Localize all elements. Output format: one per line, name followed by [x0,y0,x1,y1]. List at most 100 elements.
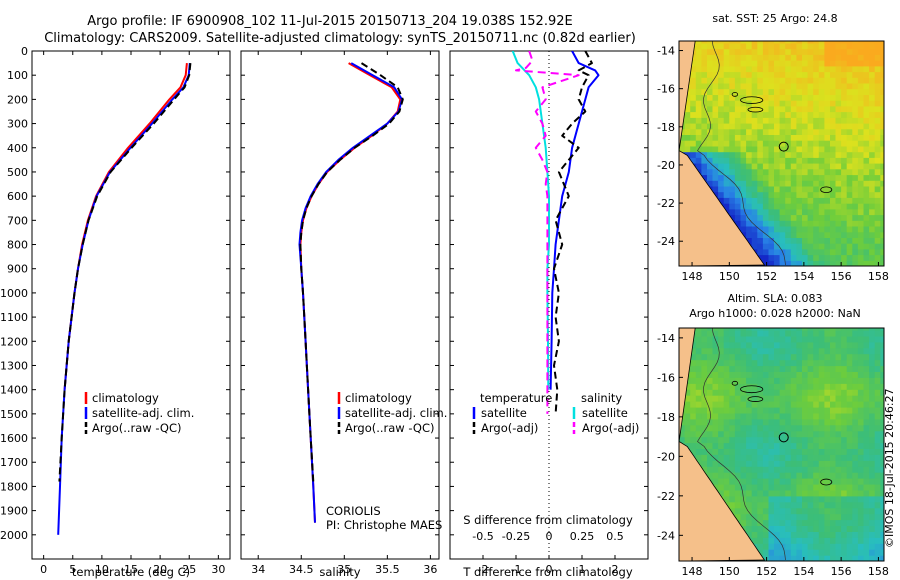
heatmap-cell [824,412,831,420]
heatmap-cell [852,454,859,461]
heatmap-cell [874,145,881,153]
heatmap-cell [734,330,742,337]
heatmap-cell [796,330,803,337]
heatmap-cell [830,407,837,414]
heatmap-cell [818,330,825,337]
heatmap-cell [790,418,797,426]
heatmap-cell [740,347,747,355]
heatmap-cell [757,537,764,544]
heatmap-cell [690,401,697,408]
heatmap-cell [818,248,825,256]
x-tick-label: 25 [182,563,196,576]
heatmap-cell [785,174,792,181]
heatmap-cell [852,330,859,337]
heatmap-cell [785,371,792,378]
heatmap-cell [757,330,764,337]
heatmap-cell [818,88,825,95]
heatmap-cell [779,48,786,55]
heatmap-cell [762,531,770,538]
lat-tick-label: -20 [657,450,675,463]
heatmap-cell [701,117,708,124]
lat-tick-label: -20 [657,159,675,172]
heatmap-cell [746,54,753,61]
heatmap-cell [768,478,775,485]
heatmap-cell [774,448,781,455]
sst-map-axes: 148 150 152 154 156 158-14-16-18-20-22-24 [657,45,889,283]
heatmap-cell [869,531,876,538]
heatmap-cell [841,151,848,158]
heatmap-cell [768,185,775,193]
heatmap-cell [695,117,702,124]
heatmap-cell [790,412,797,420]
heatmap-cell [729,328,736,331]
heatmap-cell [746,407,753,414]
heatmap-cell [796,208,803,216]
depth-tick-label: 0 [21,45,28,58]
heatmap-cell [734,454,742,461]
heatmap-cell [779,549,786,556]
heatmap-cell [740,123,747,130]
heatmap-cell [718,140,725,147]
heatmap-cell [857,191,865,198]
heatmap-cell [746,328,753,331]
series-line-argo---raw--qc- [58,63,192,482]
heatmap-cell [740,353,747,361]
heatmap-cell [751,41,758,44]
heatmap-cell [768,117,775,124]
heatmap-cell [818,48,825,55]
heatmap-cell [818,478,825,485]
heatmap-cell [734,163,742,170]
heatmap-cell [824,197,831,204]
heatmap-cell [869,330,876,337]
heatmap-cell [852,42,859,50]
heatmap-cell [690,442,697,449]
reef-outline [820,186,833,193]
temperature-legend: climatology satellite-adj. clim. Argo(..… [84,391,194,435]
heatmap-cell [796,254,803,261]
heatmap-cell [841,77,848,84]
heatmap-cell [807,430,814,438]
heatmap-cell [774,42,781,50]
heatmap-cell [880,454,884,461]
heatmap-cell [762,128,770,135]
heatmap-cell [774,185,781,193]
heatmap-cell [774,436,781,444]
heatmap-cell [802,203,809,210]
heatmap-cell [729,174,736,181]
heatmap-cell [774,430,781,438]
heatmap-cell [818,531,825,538]
heatmap-cell [852,71,859,78]
heatmap-cell [818,472,825,479]
heatmap-cell [757,454,764,461]
heatmap-cell [880,484,884,491]
heatmap-cell [740,472,747,479]
heatmap-cell [701,77,708,84]
heatmap-cell [869,371,876,378]
heatmap-cell [869,495,876,503]
heatmap-cell [874,180,881,187]
heatmap-cell [779,347,786,355]
heatmap-cell [785,395,792,402]
heatmap-cell [802,128,809,135]
heatmap-cell [880,395,884,402]
heatmap-cell [779,180,786,187]
heatmap-cell [824,328,831,331]
heatmap-cell [874,151,881,158]
heatmap-cell [746,418,753,426]
heatmap-cell [690,418,697,426]
depth-tick-label: 1400 [0,384,28,397]
sla-heatmap [679,328,884,561]
heatmap-cell [841,105,848,113]
heatmap-cell [863,537,870,544]
heatmap-cell [830,549,837,556]
heatmap-cell [846,197,853,204]
heatmap-cell [802,197,809,204]
heatmap-cell [802,243,809,250]
heatmap-cell [790,145,797,153]
heatmap-cell [863,424,870,432]
heatmap-cell [846,145,853,153]
heatmap-cell [723,117,730,124]
s-tick-label: 0 [546,530,553,543]
heatmap-cell [712,418,719,426]
heatmap-cell [830,185,837,193]
